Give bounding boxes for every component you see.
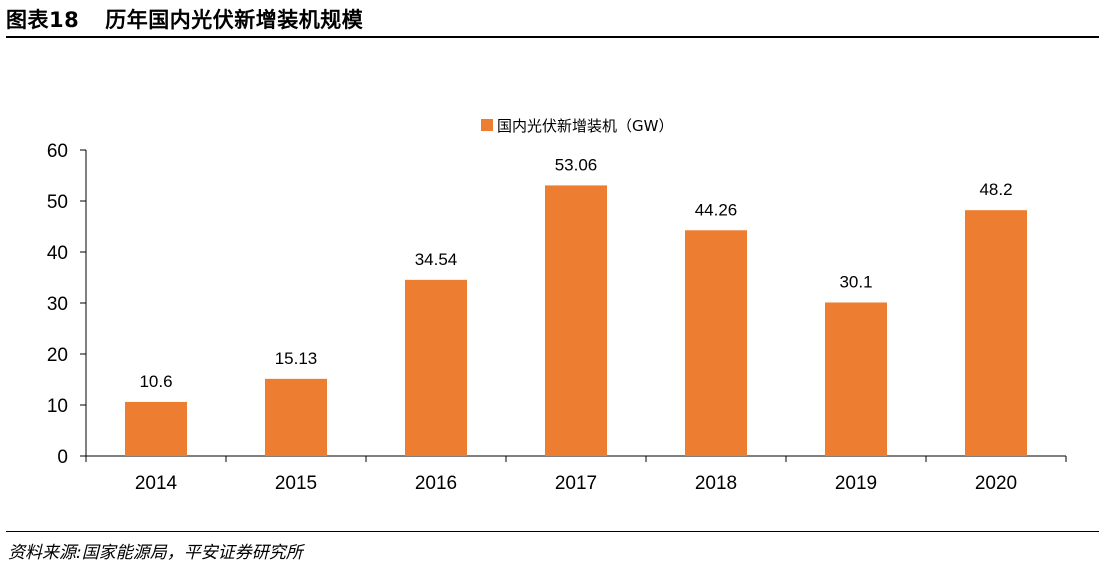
data-label: 30.1	[839, 272, 872, 291]
bar	[265, 378, 327, 456]
data-label: 34.54	[415, 250, 458, 269]
y-tick-label: 10	[47, 396, 68, 417]
figure-title: 图表18 历年国内光伏新增装机规模	[6, 4, 363, 34]
source-note: 资料来源:国家能源局，平安证券研究所	[8, 543, 303, 563]
data-label: 44.26	[695, 200, 738, 219]
legend-label: 国内光伏新增装机（GW）	[497, 117, 673, 135]
y-tick-label: 50	[47, 192, 68, 213]
bar	[825, 302, 887, 456]
bar	[405, 279, 467, 456]
x-tick-label: 2020	[975, 473, 1017, 494]
x-tick-label: 2014	[135, 473, 178, 494]
data-label: 15.13	[275, 349, 318, 368]
y-tick-label: 60	[47, 141, 68, 162]
data-label: 53.06	[555, 155, 598, 174]
x-tick-label: 2016	[415, 473, 457, 494]
y-tick-label: 40	[47, 243, 68, 264]
figure-title-text: 历年国内光伏新增装机规模	[105, 8, 364, 32]
data-label: 10.6	[139, 372, 172, 391]
x-tick-label: 2019	[835, 473, 877, 494]
data-label: 48.2	[979, 180, 1012, 199]
x-tick-label: 2018	[695, 473, 737, 494]
y-tick-label: 30	[47, 294, 68, 315]
legend-swatch	[481, 119, 493, 131]
x-tick-label: 2015	[275, 473, 317, 494]
bar	[545, 185, 607, 457]
bar	[685, 230, 747, 456]
bar	[965, 210, 1027, 456]
source-rule	[6, 531, 1099, 532]
figure-number: 图表18	[6, 8, 80, 32]
x-tick-label: 2017	[555, 473, 597, 494]
y-tick-label: 20	[47, 345, 68, 366]
y-tick-label: 0	[57, 447, 68, 468]
bar	[125, 401, 187, 456]
title-rule	[6, 36, 1099, 38]
